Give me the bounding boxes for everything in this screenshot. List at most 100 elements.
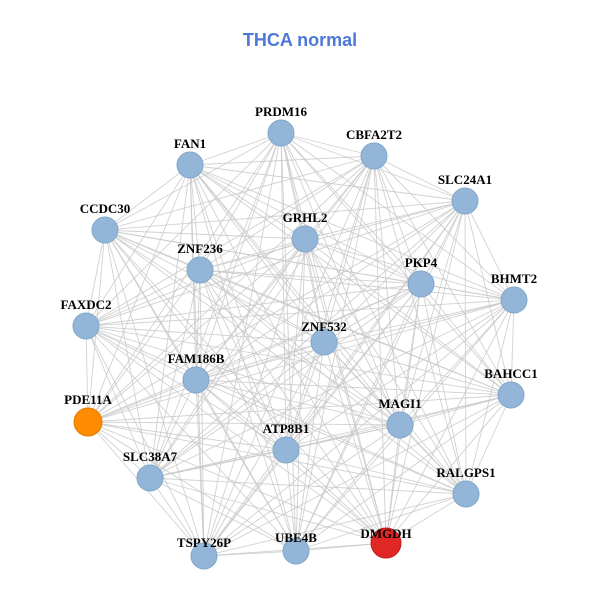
edge: [104, 164, 191, 231]
edge: [85, 269, 201, 327]
edge: [87, 421, 401, 426]
edge: [189, 164, 201, 271]
node-label-bahcc1: BAHCC1: [484, 366, 537, 381]
edge: [85, 325, 512, 396]
edge: [199, 269, 515, 301]
edge: [149, 155, 375, 479]
node-pde11a: [73, 407, 103, 437]
chart-title: THCA normal: [242, 30, 358, 50]
node-label-ccdc30: CCDC30: [80, 201, 131, 216]
node-dmgdh: [370, 527, 402, 559]
edge: [420, 200, 466, 285]
node-label-fan1: FAN1: [174, 136, 206, 151]
edge: [149, 283, 422, 479]
node-pkp4: [407, 270, 435, 298]
edge: [104, 132, 282, 231]
edge: [304, 238, 387, 544]
edge: [399, 424, 467, 495]
edge: [199, 269, 422, 285]
node-slc24a1: [451, 187, 479, 215]
node-label-slc24a1: SLC24A1: [438, 172, 492, 187]
edge: [280, 132, 512, 396]
edge: [199, 269, 467, 495]
edge: [280, 132, 422, 285]
edge: [510, 299, 515, 396]
edge: [199, 200, 466, 271]
node-label-slc38a7: SLC38A7: [123, 449, 178, 464]
node-znf532: [310, 328, 338, 356]
edge: [373, 155, 422, 285]
node-label-ube4b: UBE4B: [275, 530, 317, 545]
edge: [304, 238, 515, 301]
edge: [85, 325, 197, 381]
node-label-pkp4: PKP4: [405, 255, 438, 270]
edge: [149, 341, 325, 479]
edge: [323, 341, 387, 544]
node-ube4b: [282, 537, 310, 565]
node-grhl2: [291, 225, 319, 253]
edge: [87, 421, 297, 552]
edge: [189, 164, 515, 301]
node-atp8b1: [272, 436, 300, 464]
edge: [87, 269, 201, 423]
edge: [199, 269, 297, 552]
edge: [464, 200, 467, 495]
edge: [195, 269, 201, 381]
node-label-prdm16: PRDM16: [255, 104, 307, 119]
edge: [189, 155, 375, 166]
node-cbfa2t2: [360, 142, 388, 170]
edge: [295, 493, 467, 552]
node-label-grhl2: GRHL2: [283, 210, 328, 225]
edge: [304, 238, 422, 285]
edge: [323, 283, 422, 343]
edge: [85, 325, 325, 343]
edge: [399, 394, 512, 426]
edge: [85, 325, 89, 423]
edge: [189, 164, 512, 396]
edge: [323, 341, 512, 396]
node-label-znf532: ZNF532: [301, 319, 347, 334]
edge: [385, 299, 515, 544]
edge: [203, 449, 287, 557]
edge: [373, 155, 467, 495]
edge: [195, 200, 466, 381]
node-label-ralgps1: RALGPS1: [436, 465, 495, 480]
edge: [104, 229, 387, 544]
edge: [203, 283, 422, 557]
edge: [104, 229, 287, 451]
edge: [195, 155, 375, 381]
edge: [85, 283, 422, 327]
edge: [149, 132, 282, 479]
edge: [195, 379, 467, 495]
edge: [195, 379, 512, 396]
edge: [104, 229, 325, 343]
edge: [203, 299, 515, 557]
edge: [195, 341, 325, 381]
edge: [87, 155, 375, 423]
edge: [85, 325, 205, 557]
edge: [465, 394, 512, 495]
node-fan1: [176, 151, 204, 179]
edge: [189, 132, 282, 166]
edge: [199, 269, 205, 557]
edge: [304, 238, 467, 495]
edge: [189, 164, 306, 240]
node-label-fam186b: FAM186B: [168, 351, 225, 366]
edge: [285, 299, 515, 451]
edge: [304, 200, 466, 240]
edge: [85, 229, 106, 327]
edge: [385, 424, 401, 544]
edge: [195, 132, 282, 381]
edge: [149, 269, 201, 479]
edge: [104, 229, 205, 557]
edge: [304, 238, 512, 396]
edge: [149, 449, 287, 479]
node-label-faxdc2: FAXDC2: [60, 297, 111, 312]
edge: [149, 238, 306, 479]
edge: [87, 394, 512, 423]
edge: [465, 299, 515, 495]
node-ccdc30: [91, 216, 119, 244]
edge: [295, 341, 325, 552]
